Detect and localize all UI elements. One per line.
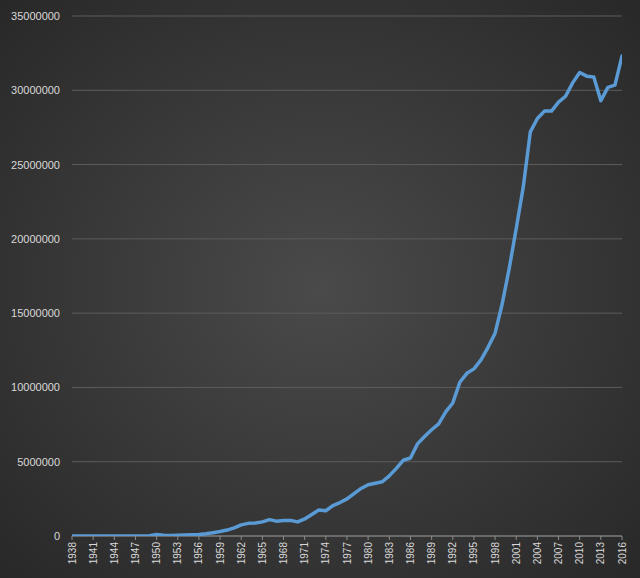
x-tick-label: 2016 [617, 542, 628, 565]
grid-line [72, 387, 622, 388]
x-tick-label: 1953 [172, 542, 183, 565]
x-tick-label: 1992 [447, 542, 458, 565]
x-tick [304, 536, 305, 540]
chart-container: 0 5000000 10000000 15000000 20000000 25000000… [0, 0, 640, 578]
grid-line [72, 238, 622, 239]
x-tick [600, 536, 601, 540]
x-tick [72, 536, 73, 540]
x-tick-label: 1971 [299, 542, 310, 565]
plot-area [72, 56, 622, 536]
x-tick [495, 536, 496, 540]
x-tick-label: 1938 [67, 542, 78, 565]
x-tick [558, 536, 559, 540]
x-tick [347, 536, 348, 540]
background [0, 0, 640, 578]
x-tick-label: 1959 [215, 542, 226, 565]
x-tick [177, 536, 178, 540]
x-tick [622, 536, 623, 540]
x-tick-label: 1950 [151, 542, 162, 565]
x-tick [135, 536, 136, 540]
x-tick-label: 1983 [384, 542, 395, 565]
y-tick-label: 10000000 [11, 381, 60, 393]
grid-line [72, 461, 622, 462]
x-tick [452, 536, 453, 540]
x-tick-label: 1989 [426, 542, 437, 565]
x-tick-label: 2013 [595, 542, 606, 565]
x-tick [93, 536, 94, 540]
y-tick-label: 15000000 [11, 307, 60, 319]
y-tick-label: 20000000 [11, 233, 60, 245]
grid-line [72, 313, 622, 314]
x-tick [537, 536, 538, 540]
x-tick [473, 536, 474, 540]
x-tick [156, 536, 157, 540]
x-tick [516, 536, 517, 540]
data-line [72, 56, 622, 536]
x-tick-label: 1941 [88, 542, 99, 565]
x-tick [368, 536, 369, 540]
y-tick-label: 25000000 [11, 159, 60, 171]
x-tick-label: 1977 [342, 542, 353, 565]
x-tick-label: 1974 [320, 542, 331, 565]
y-tick-label: 0 [54, 530, 60, 542]
y-tick-label: 5000000 [17, 456, 60, 468]
x-tick [579, 536, 580, 540]
x-tick-label: 1968 [278, 542, 289, 565]
y-tick-label: 35000000 [11, 10, 60, 22]
x-tick [389, 536, 390, 540]
x-tick [283, 536, 284, 540]
x-tick [241, 536, 242, 540]
x-tick-label: 1944 [109, 542, 120, 565]
x-tick-label: 2007 [553, 542, 564, 565]
x-tick-label: 2010 [574, 542, 585, 565]
chart-svg: 0 5000000 10000000 15000000 20000000 25000000… [0, 0, 640, 578]
x-tick [114, 536, 115, 540]
x-tick-label: 1986 [405, 542, 416, 565]
grid-line [72, 90, 622, 91]
x-tick [431, 536, 432, 540]
x-tick-label: 2001 [511, 542, 522, 565]
x-tick [220, 536, 221, 540]
grid-line [72, 164, 622, 165]
x-tick-label: 1947 [130, 542, 141, 565]
x-tick-label: 1980 [363, 542, 374, 565]
x-tick-label: 1998 [490, 542, 501, 565]
x-tick-label: 2004 [532, 542, 543, 565]
x-tick [198, 536, 199, 540]
x-tick-label: 1995 [468, 542, 479, 565]
x-tick-label: 1956 [193, 542, 204, 565]
y-tick-label: 30000000 [11, 84, 60, 96]
x-tick [262, 536, 263, 540]
x-tick-label: 1965 [257, 542, 268, 565]
x-tick [410, 536, 411, 540]
x-tick [325, 536, 326, 540]
grid-line [72, 16, 622, 17]
x-tick-label: 1962 [236, 542, 247, 565]
